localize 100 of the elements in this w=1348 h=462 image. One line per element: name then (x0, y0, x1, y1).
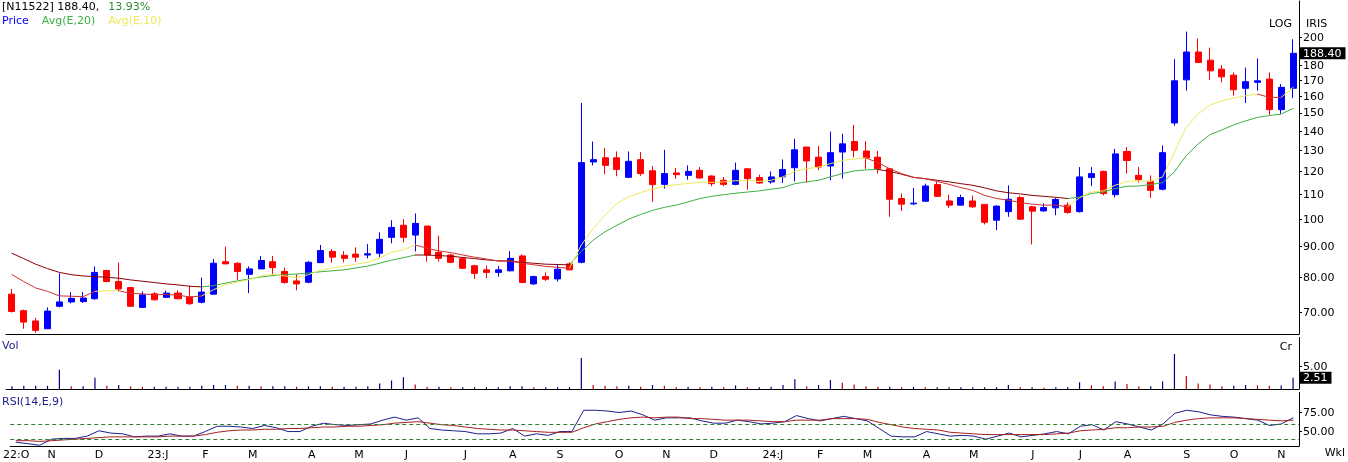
text: Wkl (1324, 446, 1346, 459)
candlestick (341, 250, 348, 263)
candlestick (139, 290, 146, 309)
candlestick (186, 285, 193, 306)
candlestick (1183, 31, 1190, 92)
candlestick (981, 203, 988, 225)
candlestick (20, 309, 27, 330)
annotation: LOG (1269, 17, 1292, 30)
candlestick (1029, 205, 1036, 245)
candlestick (1254, 57, 1261, 92)
x-tick-label: D (94, 448, 104, 461)
x-tick-label: S (556, 448, 564, 461)
candlestick (863, 140, 870, 170)
candlestick (637, 151, 644, 177)
y-tick-label: 200 (1303, 31, 1324, 45)
x-tick-label: O (1229, 448, 1239, 461)
y-tick-label: 140 (1303, 124, 1324, 138)
y-tick-label: 120 (1303, 164, 1324, 178)
x-tick-label: A (508, 448, 517, 461)
x-tick-label: J (1077, 448, 1082, 461)
candlestick (827, 131, 834, 181)
x-tick-label: N (1277, 448, 1286, 461)
candlestick (815, 145, 822, 171)
x-tick-label: A (922, 448, 931, 461)
candlestick (590, 141, 597, 166)
candlestick (1123, 146, 1131, 175)
candlestick (1207, 47, 1214, 81)
text: Price (2, 14, 30, 27)
candlestick (1017, 195, 1024, 221)
candlestick (661, 149, 668, 190)
y-tick-label: 170 (1303, 73, 1324, 87)
x-tick-label: 24:J (762, 448, 784, 461)
candlestick (435, 235, 442, 263)
candlestick (68, 291, 75, 304)
candlestick (839, 133, 846, 180)
candlestick (483, 264, 490, 279)
candlestick (934, 180, 941, 198)
candlestick (80, 291, 87, 304)
y-tick-label: 160 (1303, 89, 1324, 103)
candlestick (779, 158, 786, 184)
candlestick (424, 225, 431, 263)
candlestick (898, 192, 905, 212)
candlestick (993, 204, 1000, 231)
candlestick (1230, 71, 1237, 97)
chart-title: Vol (2, 339, 19, 352)
x-tick-label: 23:J (147, 448, 169, 461)
candlestick (625, 150, 632, 179)
candlestick (578, 102, 585, 264)
candlestick (400, 218, 407, 243)
x-tick-label: J (1030, 448, 1035, 461)
candlestick (1005, 184, 1012, 218)
x-tick-label: J (403, 448, 408, 461)
text: Avg(E,20) (41, 14, 96, 27)
candlestick (269, 255, 276, 275)
candlestick (791, 138, 798, 182)
text: IRIS (1306, 17, 1328, 30)
candlestick (412, 212, 419, 252)
y-tick-label: 80.00 (1303, 271, 1335, 285)
candlestick (388, 219, 395, 244)
candlestick (1218, 64, 1225, 83)
candlestick (115, 262, 122, 292)
text: Avg(E,10) (108, 14, 162, 27)
candlestick (495, 265, 502, 278)
y-tick-label: 75.00 (1303, 406, 1335, 420)
y-axis-title: Cr (1279, 340, 1293, 353)
candlestick (922, 183, 929, 203)
candlestick (56, 272, 63, 308)
x-tick-label: O (614, 448, 624, 461)
candlestick (685, 164, 692, 181)
x-tick-label: 22:O (2, 448, 30, 461)
line-series (15, 409, 1294, 446)
candlestick (613, 150, 620, 177)
candlestick (673, 167, 680, 180)
candlestick (1135, 166, 1142, 184)
chart-title: RSI(14,E,9) (2, 395, 64, 408)
candlestick (957, 194, 964, 206)
candlestick (946, 194, 953, 209)
x-tick-label: F (202, 448, 209, 461)
candlestick (1159, 144, 1166, 191)
y-tick-label: 180 (1303, 58, 1324, 72)
candlestick (1290, 38, 1297, 99)
candlestick (459, 256, 466, 270)
candlestick (1266, 71, 1273, 116)
candlestick (886, 168, 893, 218)
candlestick (364, 243, 371, 259)
x-tick-label: M (969, 448, 979, 461)
candlestick (851, 124, 858, 158)
x-tick-label: D (709, 448, 718, 461)
candlestick (1278, 83, 1285, 115)
y-tick-label: 5.00 (1303, 360, 1328, 374)
candlestick (258, 255, 265, 270)
candlestick (1112, 148, 1119, 199)
x-tick-label: N (47, 448, 56, 461)
candlestick (234, 261, 241, 281)
candlestick (376, 231, 383, 258)
candlestick (246, 265, 253, 294)
candlestick (44, 306, 51, 330)
candlestick (1171, 58, 1178, 127)
candlestick (744, 168, 751, 191)
candlestick (317, 244, 324, 264)
